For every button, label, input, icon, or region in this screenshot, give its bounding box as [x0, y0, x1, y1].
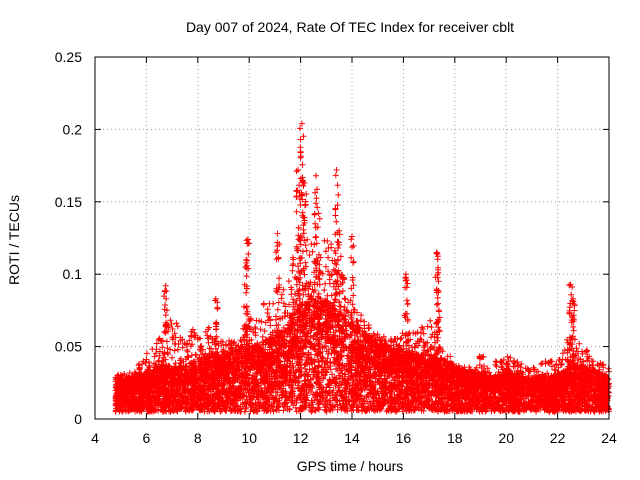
- peak-point: [162, 282, 169, 289]
- y-tick-label: 0.1: [63, 266, 83, 282]
- peak-point: [570, 295, 577, 302]
- peak-point: [433, 249, 440, 256]
- peak-point: [242, 263, 249, 270]
- x-tick-label: 8: [194, 430, 202, 446]
- x-tick-label: 6: [143, 430, 151, 446]
- y-tick-label: 0: [74, 411, 82, 427]
- y-tick-label: 0.05: [55, 339, 82, 355]
- data-points: [112, 120, 612, 415]
- peak-point: [244, 236, 251, 243]
- peak-point: [333, 166, 340, 173]
- x-tick-label: 10: [241, 430, 257, 446]
- peak-point: [402, 271, 409, 278]
- peak-point: [349, 233, 355, 240]
- scatter-points: [112, 125, 612, 415]
- x-axis-label: GPS time / hours: [297, 458, 404, 474]
- y-tick-label: 0.15: [55, 194, 82, 210]
- x-tick-label: 22: [550, 430, 566, 446]
- y-tick-label: 0.25: [55, 49, 82, 65]
- peak-point: [315, 210, 322, 217]
- peak-point: [298, 120, 305, 127]
- peak-point: [313, 172, 320, 179]
- peak-point: [301, 179, 308, 186]
- y-axis-label: ROTI / TECUs: [6, 195, 22, 285]
- x-tick-label: 20: [498, 430, 514, 446]
- peak-point: [274, 230, 281, 237]
- y-tick-label: 0.2: [63, 121, 83, 137]
- chart-title: Day 007 of 2024, Rate Of TEC Index for r…: [186, 19, 514, 35]
- x-tick-label: 4: [91, 430, 99, 446]
- x-tick-label: 16: [396, 430, 412, 446]
- peak-point: [567, 281, 574, 288]
- peak-point: [295, 166, 302, 173]
- peak-point: [212, 295, 219, 302]
- x-tick-label: 14: [344, 430, 360, 446]
- x-tick-label: 18: [447, 430, 463, 446]
- peak-point: [297, 136, 304, 143]
- x-tick-label: 24: [601, 430, 617, 446]
- peak-point: [336, 227, 343, 234]
- peak-point: [435, 266, 442, 273]
- axis-ticks: 4 6 8 10 12 14 16 18 20 22 24 0 0.05 0.1 0.15 0.2 0.25: [55, 49, 617, 446]
- x-tick-label: 12: [293, 430, 309, 446]
